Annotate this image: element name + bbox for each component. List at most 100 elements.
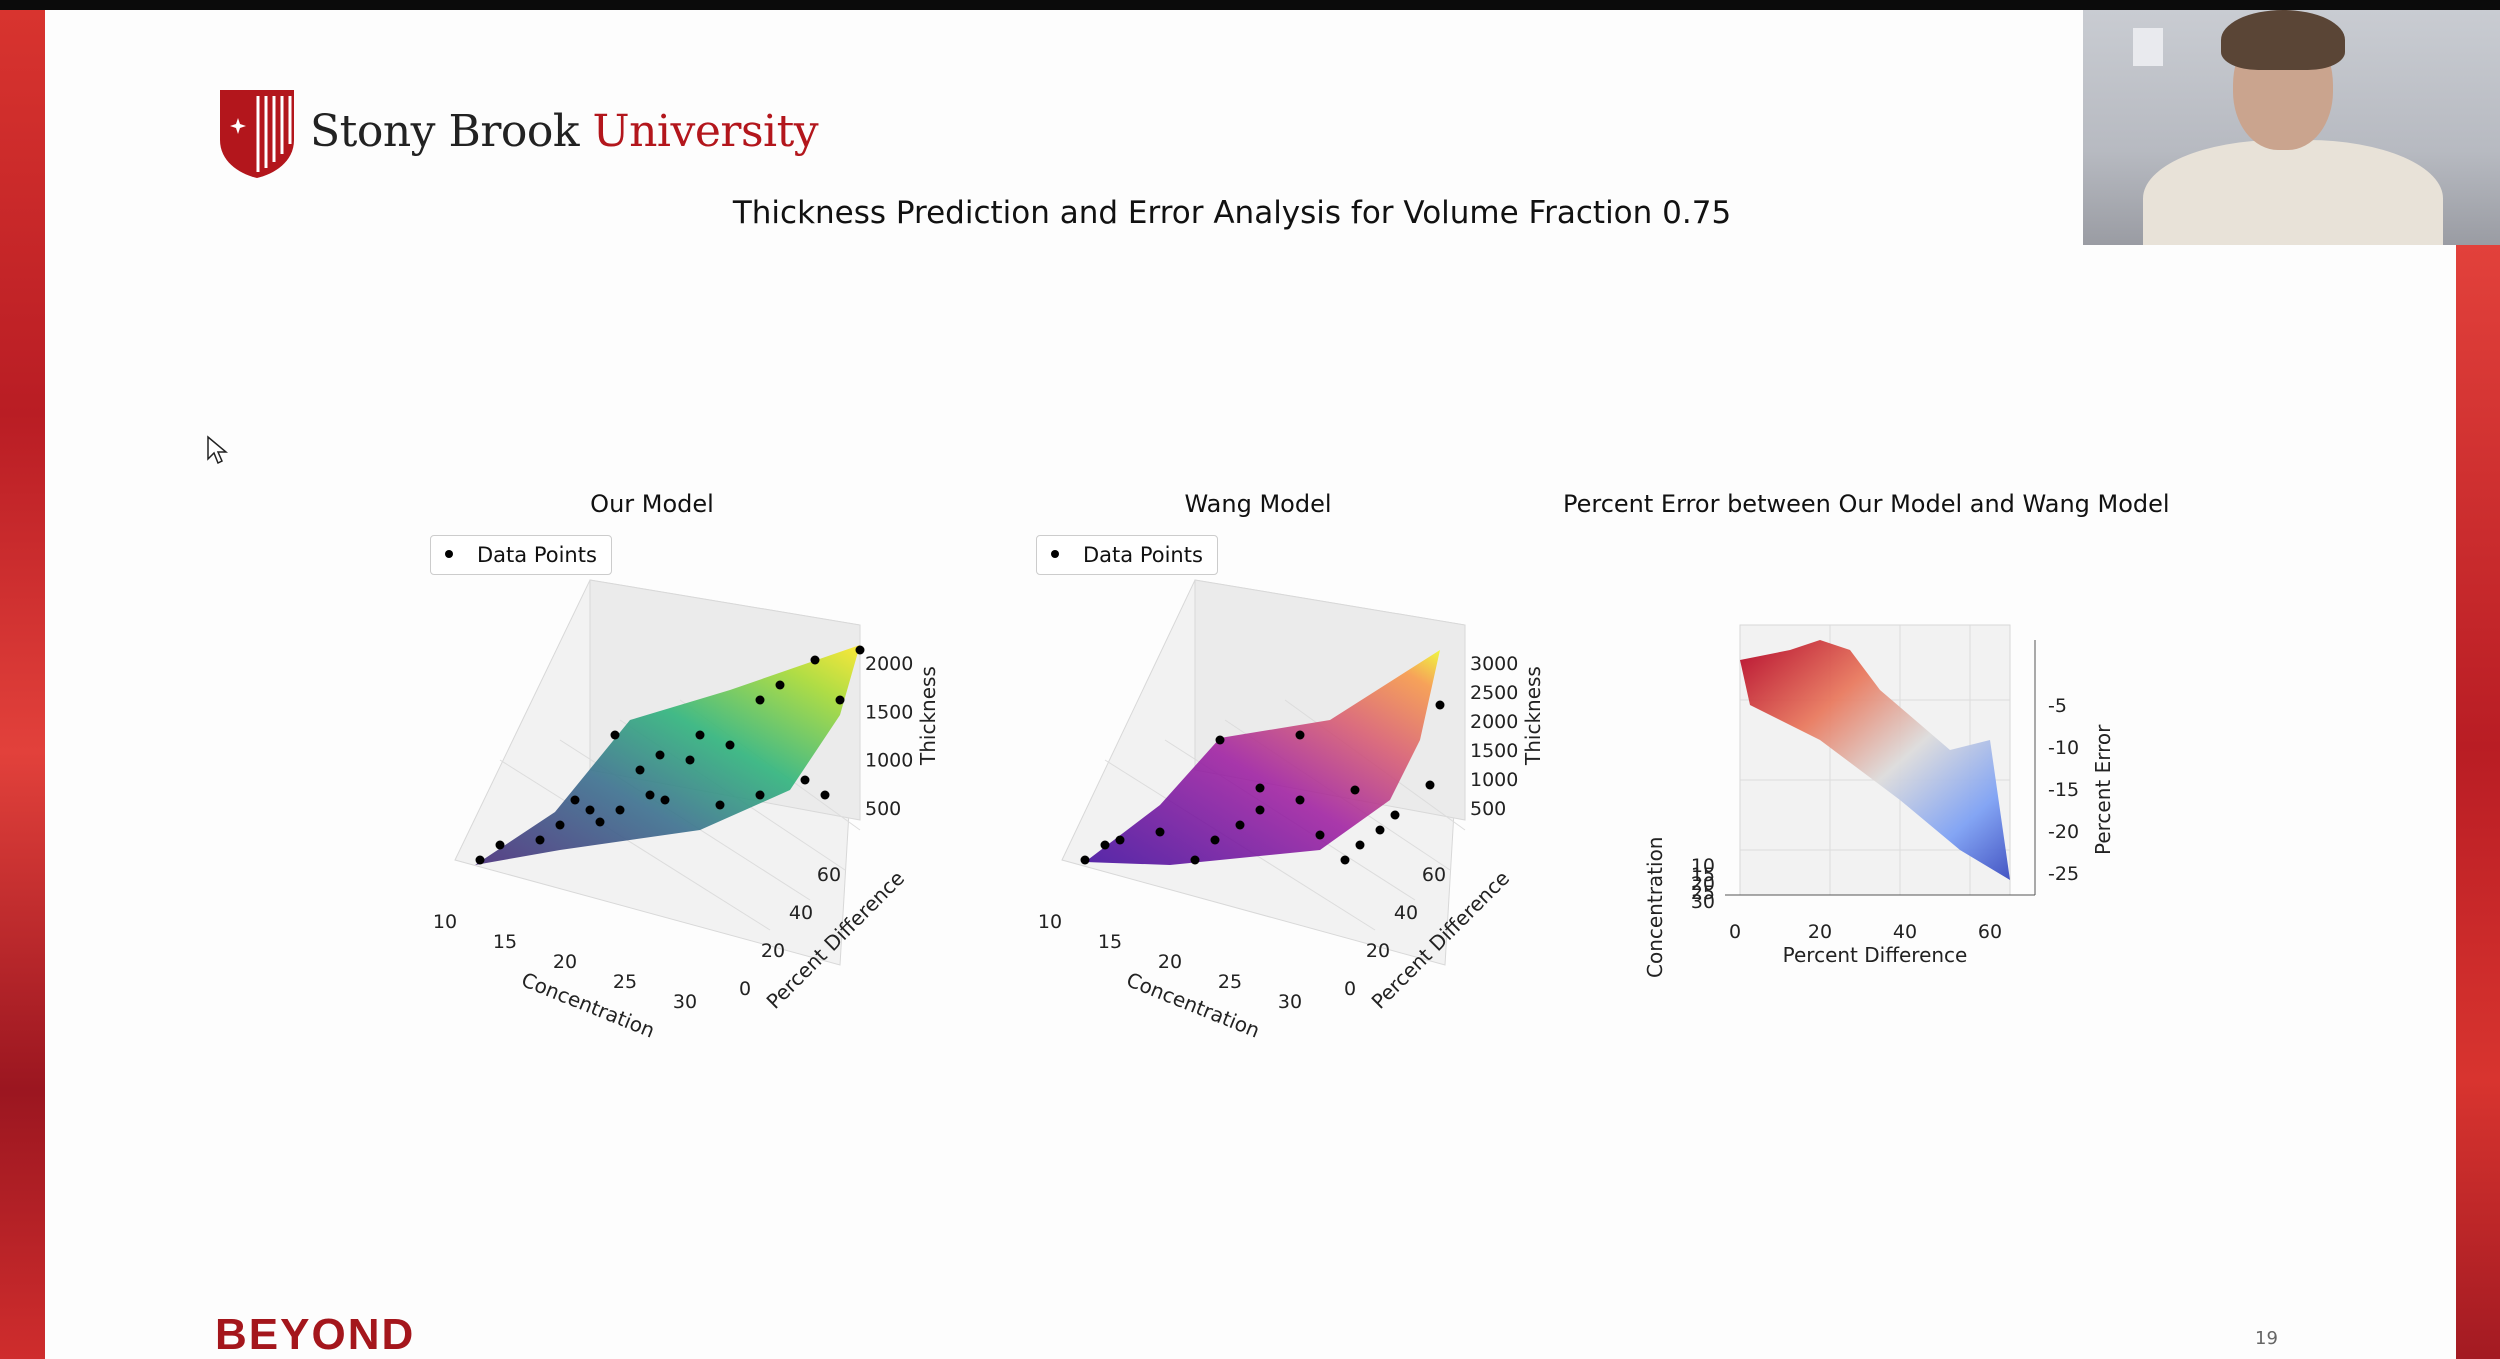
data-point (1255, 783, 1265, 793)
data-point (1355, 840, 1365, 850)
data-point (1390, 810, 1400, 820)
legend-marker-icon (1051, 550, 1059, 558)
x-axis-label: Percent Difference (1783, 943, 1968, 967)
y-tick-label: 0 (1344, 978, 1356, 1000)
x-tick-label: 40 (1893, 921, 1917, 943)
y-tick-label: 60 (817, 864, 841, 886)
data-point (655, 750, 665, 760)
x-tick-label: 15 (1098, 931, 1122, 953)
university-name: Stony Brook University (310, 106, 819, 157)
z-tick-label: 2500 (1470, 682, 1518, 704)
legend-label: Data Points (477, 543, 597, 567)
legend-wang-model: Data Points (1036, 535, 1218, 575)
data-point (535, 835, 545, 845)
webcam-person-hair (2221, 10, 2345, 70)
top-bar (0, 0, 2500, 10)
y-tick-label: 10 (1691, 855, 1715, 877)
data-point (570, 795, 580, 805)
data-point (1080, 855, 1090, 865)
y-tick-label: 60 (1422, 864, 1446, 886)
z-tick-label: -10 (2048, 737, 2079, 759)
footer-brand: BEYOND (215, 1310, 416, 1350)
x-tick-label: 15 (493, 931, 517, 953)
legend-label: Data Points (1083, 543, 1203, 567)
data-point (725, 740, 735, 750)
data-point (1155, 827, 1165, 837)
data-point (1210, 835, 1220, 845)
data-point (495, 840, 505, 850)
data-point (585, 805, 595, 815)
data-point (645, 790, 655, 800)
z-tick-label: 2000 (865, 653, 913, 675)
y-tick-label: 25 (1691, 882, 1715, 904)
z-tick-label: -25 (2048, 863, 2079, 885)
z-tick-label: 1000 (865, 750, 913, 772)
x-tick-label: 20 (1158, 951, 1182, 973)
x-tick-label: 20 (553, 951, 577, 973)
data-point (1435, 700, 1445, 710)
left-decorative-stripe (0, 10, 45, 1359)
y-tick-label: 40 (1394, 902, 1418, 924)
z-tick-label: 3000 (1470, 653, 1518, 675)
z-tick-label: -5 (2048, 695, 2067, 717)
y-tick-label: 0 (739, 978, 751, 1000)
data-point (1375, 825, 1385, 835)
data-point (775, 680, 785, 690)
x-axis-label: Concentration (1123, 967, 1263, 1042)
z-tick-label: 1500 (865, 701, 913, 723)
x-tick-label: 30 (1278, 991, 1302, 1013)
wang-model-plot: 1015202530020406030002500200015001000500… (1038, 579, 1545, 1043)
x-tick-label: 25 (613, 971, 637, 993)
our-model-plot: 10152025300204060200015001000500Concentr… (433, 579, 940, 1043)
data-point (1295, 795, 1305, 805)
data-point (1215, 735, 1225, 745)
data-point (820, 790, 830, 800)
data-point (660, 795, 670, 805)
y-tick-label: 20 (761, 940, 785, 962)
x-tick-label: 30 (673, 991, 697, 1013)
x-tick-label: 10 (433, 911, 457, 933)
data-point (755, 695, 765, 705)
data-point (835, 695, 845, 705)
data-points-our-model (475, 645, 865, 865)
y-tick-label: 20 (1691, 873, 1715, 895)
data-point (755, 790, 765, 800)
data-point (1340, 855, 1350, 865)
y-tick-label: 40 (789, 902, 813, 924)
data-point (1425, 780, 1435, 790)
data-point (685, 755, 695, 765)
data-point (615, 805, 625, 815)
z-tick-label: 1500 (1470, 740, 1518, 762)
shield-icon (220, 90, 294, 178)
right-decorative-stripe (2456, 245, 2500, 1359)
data-point (810, 655, 820, 665)
university-name-part1: Stony Brook (310, 106, 580, 157)
legend-marker-icon (445, 550, 453, 558)
data-point (1235, 820, 1245, 830)
university-name-part2: University (592, 106, 819, 157)
z-tick-label: -15 (2048, 779, 2079, 801)
x-tick-label: 0 (1729, 921, 1741, 943)
x-tick-label: 20 (1808, 921, 1832, 943)
data-point (1115, 835, 1125, 845)
data-point (635, 765, 645, 775)
slide-title: Thickness Prediction and Error Analysis … (732, 195, 1732, 231)
data-points-wang-model (1080, 700, 1445, 865)
z-tick-label: -20 (2048, 821, 2079, 843)
z-axis-label: Thickness (916, 666, 940, 766)
data-point (595, 817, 605, 827)
z-tick-label: 500 (1470, 798, 1506, 820)
x-tick-label: 10 (1038, 911, 1062, 933)
y-tick-label: 15 (1691, 864, 1715, 886)
data-point (1350, 785, 1360, 795)
university-logo: Stony Brook University (218, 88, 819, 180)
x-tick-label: 25 (1218, 971, 1242, 993)
y-axis-label: Concentration (1643, 837, 1667, 978)
z-axis-label: Thickness (1521, 666, 1545, 766)
z-axis-label: Percent Error (2091, 724, 2115, 855)
z-tick-label: 2000 (1470, 711, 1518, 733)
mouse-cursor-icon (207, 435, 228, 465)
